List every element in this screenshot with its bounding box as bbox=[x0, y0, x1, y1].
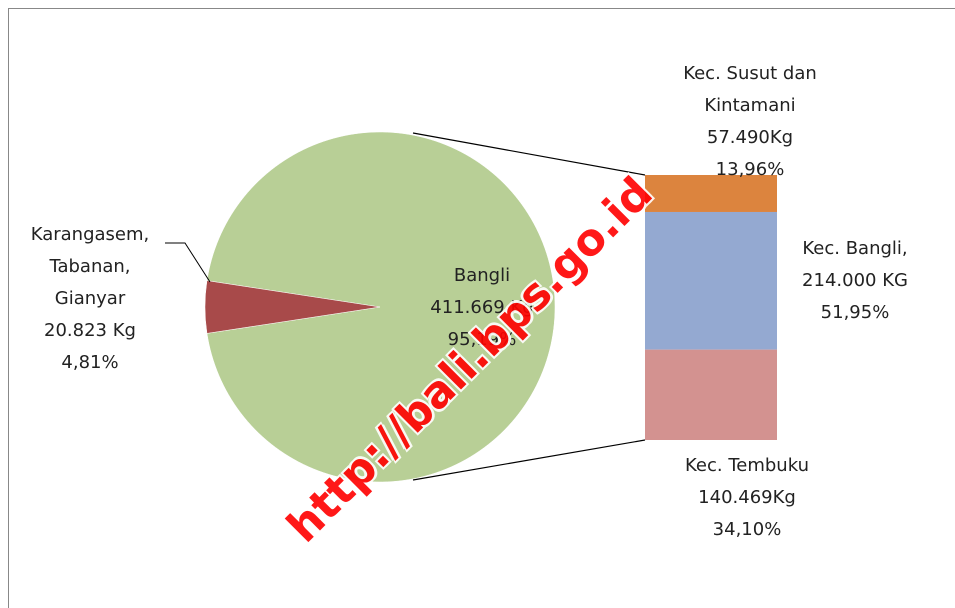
segment-name: Kec. Tembuku bbox=[685, 455, 809, 476]
segment-value: 214.000 KG bbox=[802, 270, 908, 291]
segment-label: Kec. Susut dan Kintamani 57.490Kg 13,96% bbox=[660, 58, 840, 186]
segment-label: Kec. Bangli, 214.000 KG 51,95% bbox=[802, 233, 908, 329]
pie-slice bbox=[204, 280, 381, 334]
segment-value: 140.469Kg bbox=[698, 487, 796, 508]
segment-label: Kec. Tembuku 140.469Kg 34,10% bbox=[685, 450, 809, 546]
leader-line bbox=[165, 242, 211, 283]
segment-percent: 13,96% bbox=[715, 159, 785, 180]
segment-name: Kec. Susut dan Kintamani bbox=[683, 63, 817, 116]
bar-segment bbox=[645, 211, 777, 350]
bar-segment bbox=[645, 349, 777, 440]
segment-name: Kec. Bangli, bbox=[802, 238, 908, 259]
slice-value: 20.823 Kg bbox=[44, 320, 136, 341]
segment-value: 57.490Kg bbox=[706, 127, 794, 148]
slice-percent: 4,81% bbox=[61, 352, 119, 373]
slice-value: 411.669 Kg bbox=[430, 297, 534, 318]
bar-segment bbox=[645, 175, 777, 212]
slice-name: Karangasem, Tabanan, Gianyar bbox=[30, 224, 150, 309]
segment-percent: 34,10% bbox=[712, 519, 782, 540]
chart-frame bbox=[8, 8, 955, 608]
slice-label: Karangasem, Tabanan, Gianyar 20.823 Kg 4… bbox=[25, 219, 155, 379]
connector-line bbox=[412, 439, 646, 481]
slice-percent: 95,19% bbox=[447, 329, 517, 350]
segment-percent: 51,95% bbox=[820, 302, 890, 323]
slice-name: Bangli bbox=[453, 265, 511, 286]
connector-line bbox=[412, 132, 646, 176]
pie-slice bbox=[206, 131, 556, 483]
slice-label: Bangli 411.669 Kg 95,19% bbox=[430, 260, 533, 356]
